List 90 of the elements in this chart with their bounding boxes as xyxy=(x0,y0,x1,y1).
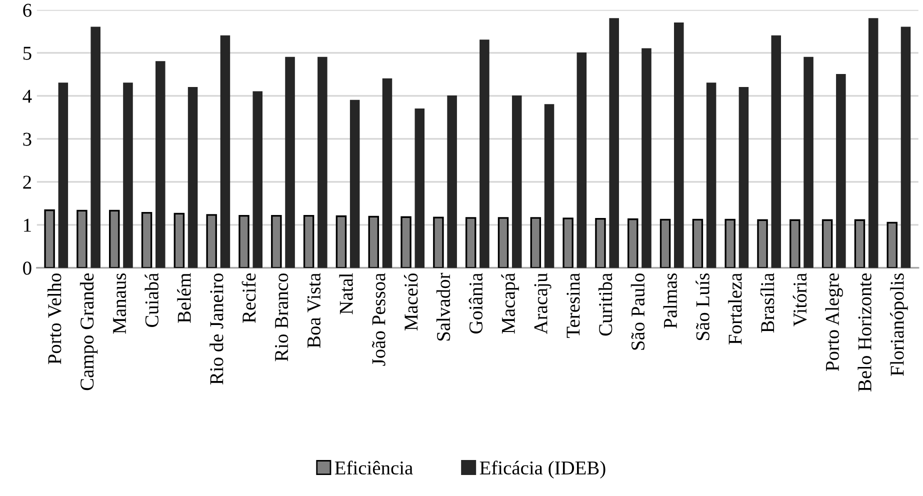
bar xyxy=(188,86,198,268)
x-tick-label: Natal xyxy=(339,273,353,314)
x-tick-label: Teresina xyxy=(566,272,580,338)
x-tick-label: Brasília xyxy=(760,272,774,333)
x-tick-label: São Paulo xyxy=(630,273,645,350)
bar xyxy=(692,218,704,268)
bar xyxy=(900,26,911,268)
bar xyxy=(576,52,587,268)
bar xyxy=(544,104,554,268)
x-tick-label: Vitória xyxy=(792,272,807,326)
x-tick-label: Aracaju xyxy=(534,273,552,334)
bar xyxy=(318,56,328,268)
bar xyxy=(58,82,68,268)
x-tick-label: Recife xyxy=(242,273,256,323)
bar xyxy=(433,216,444,268)
x-tick-label: Manaus xyxy=(113,273,126,334)
x-tick-label: Belém xyxy=(177,273,191,323)
bar xyxy=(530,217,542,268)
x-tick-label: Fortaleza xyxy=(728,272,742,344)
x-tick-label: Rio Branco xyxy=(275,273,288,362)
x-tick-label: Macapá xyxy=(501,272,519,334)
bar xyxy=(836,74,846,268)
bar xyxy=(512,96,522,268)
bar xyxy=(757,219,768,268)
bar xyxy=(595,218,606,268)
bar xyxy=(738,86,749,268)
bar xyxy=(368,216,379,268)
legend-label: Eficácia (IDEB) xyxy=(480,460,606,478)
bar xyxy=(206,214,217,268)
bar xyxy=(303,214,314,268)
bar xyxy=(804,56,814,268)
bar xyxy=(90,26,100,268)
bar xyxy=(609,18,619,268)
y-tick-label: 2 xyxy=(23,176,31,189)
legend-label: Eficiência xyxy=(334,460,413,475)
bar xyxy=(238,214,250,268)
bar xyxy=(465,217,476,268)
bar xyxy=(822,219,833,268)
x-tick-label: Salvador xyxy=(436,272,450,341)
bar xyxy=(562,218,574,268)
x-tick-label: Porto Alegre xyxy=(825,273,843,371)
bar xyxy=(790,219,800,268)
x-tick-label: Curitiba xyxy=(598,272,612,336)
bar xyxy=(156,61,166,268)
bar xyxy=(271,214,282,268)
x-tick-label: São Luís xyxy=(696,273,710,340)
y-tick-label: 4 xyxy=(22,90,32,103)
bar xyxy=(414,108,425,268)
x-tick-label: Belo Horizonte xyxy=(858,273,872,392)
bar xyxy=(109,210,120,268)
x-tick-label: Maceió xyxy=(404,273,418,330)
bar xyxy=(76,210,88,268)
bar xyxy=(252,91,262,268)
x-tick-label: Goiânia xyxy=(468,272,483,334)
bar xyxy=(285,56,295,268)
y-tick-label: 5 xyxy=(23,46,32,60)
x-tick-label: João Pessoa xyxy=(372,272,386,366)
bar xyxy=(724,218,736,268)
bar xyxy=(706,82,716,268)
y-tick-label: 6 xyxy=(23,4,32,17)
bar xyxy=(674,22,684,268)
bar xyxy=(382,78,392,268)
bar xyxy=(174,212,185,268)
bar xyxy=(400,216,412,268)
bar xyxy=(141,212,152,268)
x-tick-label: Cuiabá xyxy=(144,272,158,327)
bar xyxy=(480,40,490,268)
bar xyxy=(447,96,457,268)
bar xyxy=(628,218,638,268)
y-tick-label: 3 xyxy=(23,132,32,146)
y-tick-label: 1 xyxy=(24,218,31,232)
x-tick-label: Campo Grande xyxy=(80,273,98,390)
bar xyxy=(886,222,898,268)
bar xyxy=(771,35,782,268)
bar xyxy=(854,219,866,268)
bar xyxy=(868,18,878,268)
bar xyxy=(336,215,347,268)
bar xyxy=(642,48,652,268)
x-tick-label: Boa Vista xyxy=(307,272,321,348)
x-tick-label: Porto Velho xyxy=(48,273,62,364)
bar xyxy=(498,217,509,268)
x-tick-label: Florianópolis xyxy=(890,273,908,376)
bar xyxy=(350,100,360,268)
bar xyxy=(44,209,55,268)
y-tick-label: 0 xyxy=(23,262,32,275)
bar xyxy=(660,218,671,268)
bar xyxy=(220,35,230,268)
x-tick-label: Palmas xyxy=(663,273,677,328)
x-tick-label: Rio de Janeiro xyxy=(210,273,224,384)
bar xyxy=(123,82,133,268)
